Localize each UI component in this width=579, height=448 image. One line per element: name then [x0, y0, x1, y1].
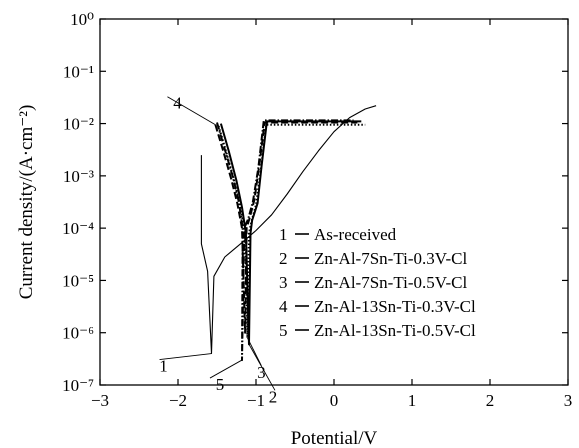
callout-leader	[248, 344, 276, 391]
y-tick-label: 10⁻²	[63, 115, 94, 134]
series-layer	[200, 105, 377, 362]
legend-label: Zn-Al-7Sn-Ti-0.5V-Cl	[314, 273, 467, 292]
legend: 1 As-received 2 Zn-Al-7Sn-Ti-0.3V-Cl 3 Zn-Al-…	[279, 225, 476, 340]
callout-leader	[159, 353, 212, 360]
y-tick-label: 10⁻⁴	[62, 219, 94, 238]
x-tick-label: −1	[247, 391, 265, 410]
legend-number: 2	[279, 249, 288, 268]
legend-number: 5	[279, 321, 288, 340]
y-axis: 10⁻⁷ 10⁻⁶ 10⁻⁵ 10⁻⁴ 10⁻³ 10⁻² 10⁻¹ 10⁰	[62, 10, 568, 395]
legend-label: Zn-Al-13Sn-Ti-0.3V-Cl	[314, 297, 476, 316]
callout-leader	[209, 359, 243, 379]
y-tick-label: 10⁰	[70, 10, 94, 29]
x-tick-label: −2	[169, 391, 187, 410]
y-tick-label: 10⁻⁵	[62, 271, 94, 290]
callout-leader	[247, 337, 262, 366]
legend-number: 3	[279, 273, 288, 292]
callout-label: 4	[173, 94, 182, 113]
legend-number: 1	[279, 225, 288, 244]
series-line-5	[216, 119, 354, 362]
x-tick-label: −3	[91, 391, 109, 410]
legend-number: 4	[279, 297, 288, 316]
callout-label: 3	[257, 363, 266, 382]
x-axis-title: Potential/V	[291, 428, 378, 448]
x-tick-label: 0	[330, 391, 339, 410]
x-tick-label: 1	[408, 391, 417, 410]
legend-label: As-received	[314, 225, 397, 244]
callout-label: 1	[159, 357, 168, 376]
series-line-3	[217, 123, 366, 339]
y-axis-title: Current density/(A·cm⁻²)	[16, 105, 37, 300]
series-line-2	[219, 120, 362, 346]
callout-label: 2	[269, 387, 278, 406]
x-tick-label: 2	[486, 391, 495, 410]
x-axis: −3 −2 −1 0 1 2 3	[91, 19, 572, 410]
y-tick-label: 10⁻³	[63, 167, 94, 186]
callout-label: 5	[216, 375, 225, 394]
x-tick-label: 3	[564, 391, 573, 410]
series-line-4	[214, 121, 358, 334]
y-tick-label: 10⁻¹	[63, 62, 94, 81]
y-tick-label: 10⁻⁷	[62, 376, 94, 395]
legend-label: Zn-Al-7Sn-Ti-0.3V-Cl	[314, 249, 467, 268]
callout-leader	[167, 96, 216, 126]
legend-label: Zn-Al-13Sn-Ti-0.5V-Cl	[314, 321, 476, 340]
y-tick-label: 10⁻⁶	[62, 324, 94, 343]
